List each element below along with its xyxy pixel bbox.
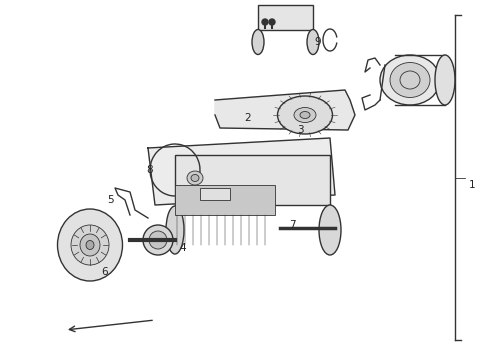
Text: 4: 4 [180, 243, 186, 253]
Text: 5: 5 [107, 195, 113, 205]
Text: 8: 8 [147, 165, 153, 175]
Polygon shape [148, 138, 335, 205]
Text: 7: 7 [289, 220, 295, 230]
Ellipse shape [435, 55, 455, 105]
Bar [258, 5, 313, 30]
Ellipse shape [252, 30, 264, 54]
Ellipse shape [166, 206, 184, 254]
Ellipse shape [300, 112, 310, 118]
Ellipse shape [71, 225, 109, 265]
Ellipse shape [307, 30, 319, 54]
Bar [175, 185, 275, 215]
Ellipse shape [143, 225, 173, 255]
Ellipse shape [86, 240, 94, 249]
Text: 6: 6 [102, 267, 108, 277]
Text: 2: 2 [245, 113, 251, 123]
Polygon shape [215, 90, 355, 130]
Text: 1: 1 [469, 180, 475, 190]
Bar [175, 155, 330, 205]
Ellipse shape [380, 55, 440, 105]
Text: 3: 3 [296, 125, 303, 135]
Circle shape [269, 19, 275, 25]
Ellipse shape [191, 175, 199, 181]
Ellipse shape [319, 205, 341, 255]
Ellipse shape [294, 108, 316, 122]
Ellipse shape [80, 234, 100, 256]
Ellipse shape [149, 231, 167, 249]
Ellipse shape [187, 171, 203, 185]
Ellipse shape [390, 63, 430, 98]
Ellipse shape [57, 209, 122, 281]
Bar [200, 188, 230, 200]
Text: 9: 9 [315, 37, 321, 47]
Circle shape [262, 19, 268, 25]
Ellipse shape [277, 96, 333, 134]
